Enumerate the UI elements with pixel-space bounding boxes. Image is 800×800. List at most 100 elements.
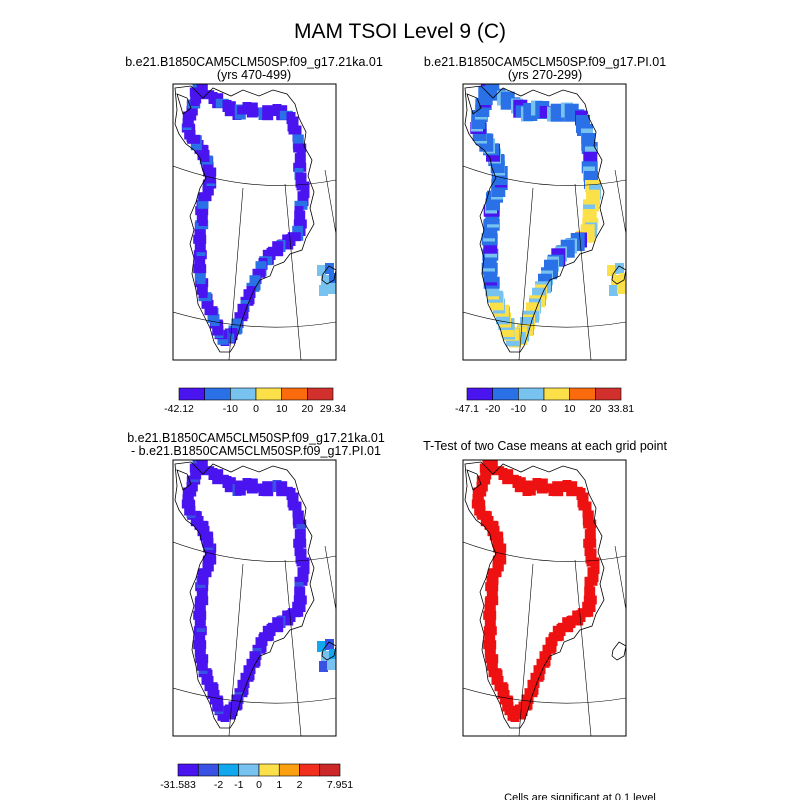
panel-control-title-line2: (yrs 270-299) <box>508 68 582 82</box>
control-island-cell <box>619 273 626 284</box>
case-grid-cell <box>255 261 267 277</box>
difference-island-coastline <box>176 469 192 491</box>
ttest-grid-cell <box>555 482 569 492</box>
difference-colorbar-label: 1 <box>276 779 282 791</box>
control-latitude-line <box>463 165 626 186</box>
case-grid-cell <box>293 162 307 172</box>
case-grid-cell <box>194 237 206 253</box>
control-island-cell <box>607 265 616 276</box>
case-grid-cell <box>196 279 208 295</box>
control-colorbar-label: -47.1 <box>455 403 479 415</box>
difference-island-cell <box>319 661 328 672</box>
ttest-grid-cell <box>491 466 505 476</box>
difference-colorbar-box <box>177 763 199 777</box>
difference-colorbar-label: -1 <box>234 779 243 791</box>
difference-longitude-line <box>324 545 336 611</box>
difference-grid-cell <box>196 655 208 671</box>
case-grid-cell <box>294 200 308 210</box>
case-grid-cell <box>249 275 261 291</box>
map-panel-case <box>172 83 337 361</box>
ttest-grid-cell <box>484 641 496 657</box>
ttest-grid-cell <box>484 613 496 629</box>
colorbar-case: -42.12 -10 0 10 20 29.34 <box>164 387 346 415</box>
case-grid-cell <box>215 98 229 108</box>
case-grid-cell <box>201 293 213 309</box>
panel-case-title-line1: b.e21.B1850CAM5CLM50SP.f09_g17.21ka.01 <box>125 55 383 69</box>
ttest-island-cell <box>607 641 616 652</box>
case-latitude-line <box>173 311 336 328</box>
control-colorbar-box <box>492 387 519 401</box>
ttest-island-coastline <box>466 469 482 491</box>
difference-grid-cell <box>294 586 306 602</box>
difference-coastline <box>174 461 315 729</box>
difference-grid-cell <box>194 627 206 643</box>
control-island-coastline <box>466 93 482 115</box>
difference-island-cell <box>317 641 326 652</box>
case-map-content <box>173 84 336 360</box>
case-colorbar-label: 0 <box>253 403 259 415</box>
difference-grid-cell <box>201 669 213 685</box>
case-colorbar-label: 20 <box>301 403 313 415</box>
difference-grid-cell <box>215 474 229 484</box>
case-colorbar-box <box>307 387 334 401</box>
difference-grid-cell <box>255 637 267 653</box>
case-grid-cell <box>194 251 206 267</box>
difference-map-frame <box>172 459 337 737</box>
difference-colorbar-label: -31.583 <box>160 779 196 791</box>
case-colorbar-label: -42.12 <box>164 403 194 415</box>
case-colorbar-box <box>281 387 308 401</box>
panel-ttest-title: T-Test of two Case means at each grid po… <box>423 439 667 453</box>
panel-difference-title-line2: - b.e21.B1850CAM5CLM50SP.f09_g17.PI.01 <box>131 444 381 458</box>
difference-colorbar-label: 7.951 <box>327 779 353 791</box>
difference-grid-cell <box>194 641 206 657</box>
case-island-cell <box>327 283 336 294</box>
case-grid-cell <box>196 207 208 223</box>
case-longitude-line <box>324 169 336 235</box>
difference-grid-cell <box>196 583 208 599</box>
difference-grid-cell <box>279 486 293 496</box>
case-grid-cell <box>189 87 203 97</box>
ttest-grid-cell <box>582 510 594 526</box>
ttest-grid-cell <box>587 567 599 583</box>
control-colorbar-box <box>595 387 622 401</box>
difference-longitude-line <box>284 559 302 736</box>
ttest-latitude-line <box>463 687 626 704</box>
ttest-grid-cell <box>541 483 555 493</box>
ttest-grid-cell <box>584 529 596 545</box>
panel-difference-title-line1: b.e21.B1850CAM5CLM50SP.f09_g17.21ka.01 <box>127 431 385 445</box>
map-panel-difference <box>172 459 337 737</box>
ttest-grid-cell <box>569 486 583 496</box>
ttest-grid-cell <box>533 665 545 681</box>
ttest-island-cell <box>617 659 626 670</box>
case-colorbar-label: 29.34 <box>320 403 346 415</box>
control-colorbar-box <box>518 387 545 401</box>
control-island-cell <box>611 275 620 286</box>
ttest-grid-cell <box>585 548 597 564</box>
control-colorbar-box <box>466 387 493 401</box>
case-grid-cell <box>279 110 293 120</box>
difference-grid-cell <box>207 683 219 699</box>
difference-grid-cell <box>294 529 306 545</box>
difference-grid-cell <box>295 548 307 564</box>
case-grid-cell <box>243 289 255 305</box>
control-colorbar-label: -10 <box>511 403 526 415</box>
control-colorbar-label: 10 <box>564 403 576 415</box>
ttest-island-cell <box>619 649 626 660</box>
difference-grid-cell <box>201 466 215 476</box>
control-colorbar-label: 0 <box>541 403 547 415</box>
significance-footnote: Cells are significant at 0.1 level <box>504 792 656 800</box>
case-coastline <box>174 85 315 353</box>
case-latitude-line <box>173 165 336 186</box>
difference-latitude-line <box>173 687 336 704</box>
panel-case-title-line2: (yrs 470-499) <box>217 68 291 82</box>
case-grid-cell <box>297 191 309 207</box>
case-grid-cell <box>251 107 265 117</box>
case-island-coastline <box>321 265 336 285</box>
case-grid-cell <box>237 303 249 319</box>
ttest-grid-cell <box>487 569 499 585</box>
control-map-content <box>463 84 626 360</box>
difference-island-coastline <box>321 641 336 661</box>
difference-colorbar-label: 0 <box>256 779 262 791</box>
control-colorbar-label: -20 <box>485 403 500 415</box>
